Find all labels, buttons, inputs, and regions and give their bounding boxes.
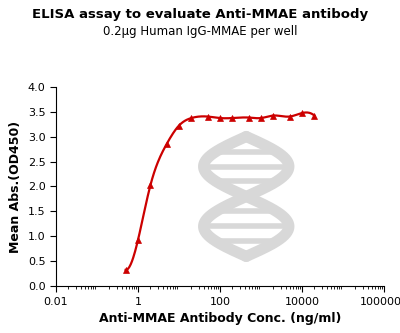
Y-axis label: Mean Abs.(OD450): Mean Abs.(OD450) xyxy=(9,121,22,252)
Text: ELISA assay to evaluate Anti-MMAE antibody: ELISA assay to evaluate Anti-MMAE antibo… xyxy=(32,8,368,21)
Text: 0.2μg Human IgG-MMAE per well: 0.2μg Human IgG-MMAE per well xyxy=(103,25,297,38)
X-axis label: Anti-MMAE Antibody Conc. (ng/ml): Anti-MMAE Antibody Conc. (ng/ml) xyxy=(99,312,341,325)
